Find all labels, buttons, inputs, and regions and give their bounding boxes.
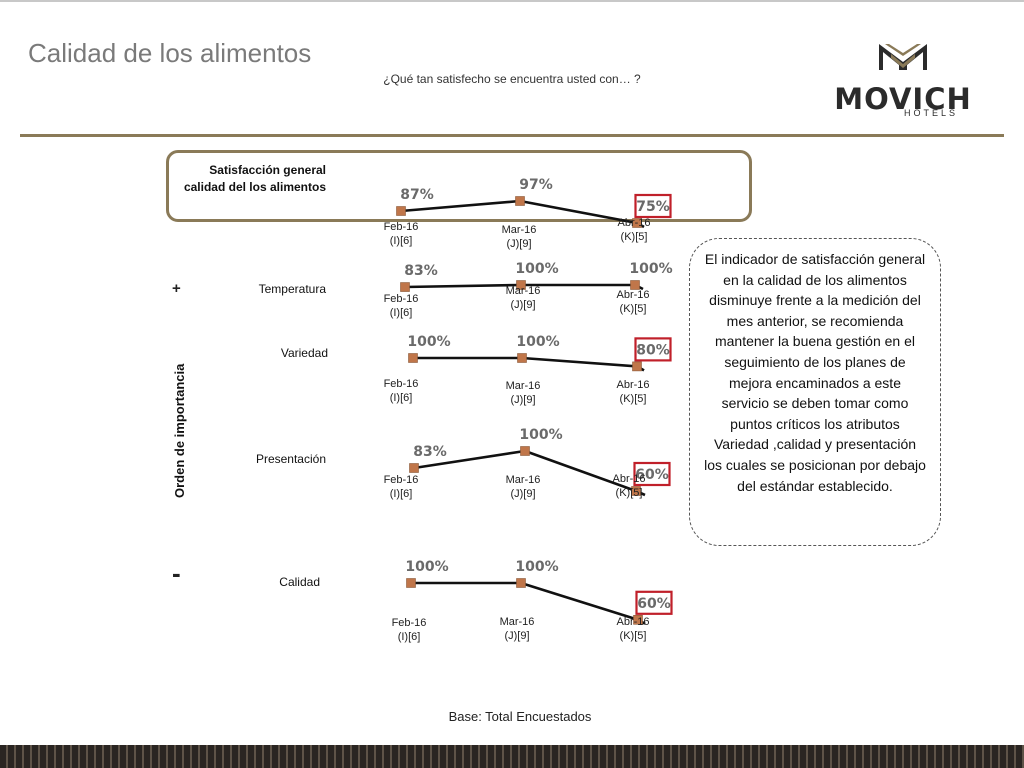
data-point (632, 361, 642, 372)
data-label: 87% (400, 187, 434, 203)
x-tick-sublabel: (K)[5] (620, 393, 647, 405)
x-tick-label: Mar-16 (502, 224, 537, 236)
data-label: 100% (629, 261, 672, 277)
x-tick-label: Abr-16 (616, 289, 649, 301)
data-label: 80% (636, 342, 670, 358)
movich-logo: MOVICH HOTELS (818, 40, 988, 120)
x-tick-sublabel: (K)[5] (620, 303, 647, 315)
data-point (633, 614, 643, 625)
data-point (396, 206, 406, 216)
x-tick-label: Mar-16 (506, 380, 541, 392)
row-label-line: calidad del los alimentos (183, 180, 326, 194)
importance-plus-sign: + (172, 280, 181, 297)
x-tick-sublabel: (J)[9] (504, 630, 529, 642)
x-tick-label: Mar-16 (506, 474, 541, 486)
data-label: 100% (515, 261, 558, 277)
data-label: 100% (516, 334, 559, 350)
highlight-marker (634, 337, 672, 362)
x-tick-label: Abr-16 (616, 379, 649, 391)
x-tick-sublabel: (J)[9] (510, 488, 535, 500)
row-label-variedad: Variedad (280, 346, 328, 360)
data-label: 100% (405, 559, 448, 575)
x-tick-label: Feb-16 (384, 474, 419, 486)
logo-subtitle: HOTELS (903, 108, 958, 118)
x-tick-sublabel: (I)[6] (390, 235, 413, 247)
x-tick-sublabel: (K)[5] (621, 231, 648, 243)
data-point (408, 353, 418, 363)
data-point (632, 218, 642, 228)
x-tick-sublabel: (J)[9] (510, 394, 535, 406)
data-point (515, 196, 525, 206)
data-label: 100% (515, 559, 558, 575)
x-tick-sublabel: (J)[9] (506, 238, 531, 250)
x-tick-sublabel: (I)[6] (398, 631, 421, 643)
page-subtitle: ¿Qué tan satisfecho se encuentra usted c… (383, 72, 641, 86)
data-point (406, 578, 416, 588)
importance-minus-sign: - (172, 558, 181, 588)
x-tick-sublabel: (J)[9] (510, 299, 535, 311)
row-label-satisfaccion: Satisfacción general calidad del los ali… (166, 162, 326, 196)
logo-wordmark: MOVICH (834, 82, 972, 116)
data-point (631, 486, 641, 496)
row-label-presentacion: Presentación (255, 452, 326, 466)
highlight-marker (634, 193, 672, 219)
data-point (517, 353, 527, 363)
row-label-line: Satisfacción general (209, 163, 326, 177)
x-tick-label: Feb-16 (384, 293, 419, 305)
insight-note: El indicador de satisfacción general en … (689, 238, 941, 546)
top-rule (0, 0, 1024, 2)
data-label: 60% (635, 467, 669, 483)
header-divider (20, 134, 1004, 137)
data-label: 100% (407, 334, 450, 350)
data-point (409, 463, 419, 473)
data-point (516, 280, 526, 290)
movich-emblem-icon (879, 44, 927, 70)
data-label: 100% (519, 427, 562, 443)
data-label: 83% (404, 263, 438, 279)
row-label-temperatura: Temperatura (258, 282, 326, 296)
x-tick-sublabel: (K)[5] (616, 487, 643, 499)
data-point (400, 282, 410, 292)
series-line (413, 356, 645, 372)
data-label: 60% (637, 596, 671, 612)
x-tick-label: Mar-16 (506, 285, 541, 297)
data-point (630, 280, 640, 290)
page-title: Calidad de los alimentos (28, 38, 312, 68)
data-point (516, 578, 526, 588)
x-tick-label: Abr-16 (616, 616, 649, 628)
x-tick-label: Feb-16 (384, 221, 419, 233)
x-tick-sublabel: (I)[6] (390, 307, 413, 319)
x-tick-label: Mar-16 (500, 616, 535, 628)
x-tick-label: Feb-16 (392, 617, 427, 629)
general-satisfaction-frame (166, 150, 752, 222)
x-tick-label: Feb-16 (384, 378, 419, 390)
decorative-footer-band (0, 745, 1024, 768)
x-tick-label: Abr-16 (612, 473, 645, 485)
highlight-marker (635, 590, 673, 615)
highlight-marker (633, 461, 671, 487)
row-label-calidad: Calidad (279, 575, 320, 589)
x-tick-label: Abr-16 (617, 217, 650, 229)
base-footnote: Base: Total Encuestados (448, 709, 592, 724)
x-tick-sublabel: (I)[6] (390, 392, 413, 404)
x-tick-sublabel: (K)[5] (620, 630, 647, 642)
x-tick-sublabel: (I)[6] (390, 488, 413, 500)
data-label: 75% (636, 199, 670, 215)
data-point (520, 446, 530, 456)
data-label: 97% (519, 177, 553, 193)
data-label: 83% (413, 444, 447, 460)
